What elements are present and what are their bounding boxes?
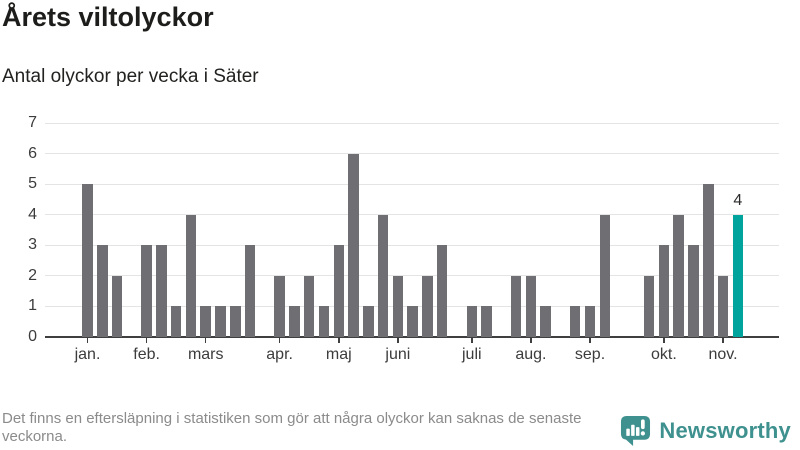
bar-week: [407, 306, 418, 337]
bar-week: [97, 245, 108, 337]
x-axis-month-label: apr.: [266, 346, 293, 363]
bar-week: [540, 306, 551, 337]
bar-week: [170, 306, 182, 337]
chart-subtitle: Antal olyckor per vecka i Säter: [2, 66, 259, 87]
bar-week: [422, 275, 433, 337]
x-axis-tick: [589, 338, 591, 343]
bar-week: [111, 275, 123, 337]
page-title: Årets viltolyckor: [2, 2, 214, 32]
bar-week: [658, 245, 670, 337]
bar-week: [599, 214, 611, 337]
gridline: [45, 214, 779, 216]
x-axis-month-label: sep.: [574, 346, 606, 363]
bar-week: [141, 245, 152, 337]
bar-week: [569, 306, 581, 337]
x-axis-month-label: nov.: [708, 346, 738, 363]
x-axis-tick: [278, 338, 281, 343]
gridline: [45, 244, 779, 246]
bar-week: [274, 275, 285, 337]
x-axis-month-label: juni: [385, 346, 411, 363]
x-axis-month-label: aug.: [515, 346, 547, 363]
x-axis-tick: [204, 338, 207, 343]
bar-week: [156, 245, 167, 337]
y-axis-label: 4: [28, 205, 37, 223]
bar-week: [215, 306, 226, 337]
bar-week: [303, 275, 315, 337]
last-value-label: 4: [733, 191, 743, 209]
x-axis-tick: [338, 338, 340, 343]
x-axis-tick: [722, 338, 724, 343]
bar-week: [200, 306, 211, 337]
bar-week: [436, 245, 448, 337]
x-axis-tick: [86, 338, 89, 343]
bar-week: [510, 275, 522, 337]
bar-week: [392, 275, 404, 337]
bar-week: [703, 184, 714, 337]
y-axis-label: 3: [28, 236, 37, 254]
bar-week: [318, 306, 330, 337]
newsworthy-logo: Newsworthy: [620, 414, 791, 447]
x-axis-month-label: maj: [325, 346, 352, 363]
x-axis-tick: [663, 338, 665, 343]
bar-week: [584, 306, 596, 337]
x-axis-line: [45, 336, 779, 338]
x-axis-month-label: jan.: [74, 346, 101, 363]
x-axis-tick: [145, 338, 148, 343]
y-axis-label: 1: [28, 297, 37, 315]
gridline: [45, 153, 779, 155]
x-axis-month-label: feb.: [133, 346, 160, 363]
disclaimer-text: Det finns en eftersläpning i statistiken…: [2, 410, 582, 445]
gridline: [45, 275, 779, 277]
newsworthy-wordmark: Newsworthy: [659, 417, 791, 443]
bar-week: [466, 306, 478, 337]
bar-week: [525, 275, 537, 337]
bar-chart: 0 1 2 3 4 5 6 7 jan. feb. mars apr. maj juni juli aug. s…: [28, 114, 779, 363]
y-axis-label: 2: [28, 266, 37, 284]
bar-week: [643, 275, 655, 337]
bar-week: [673, 214, 684, 337]
x-axis-tick: [471, 338, 473, 343]
y-axis-label: 6: [28, 144, 37, 162]
newsworthy-speech-bubble-chart-icon: [621, 415, 651, 446]
bar-week: [230, 306, 241, 337]
bar-week: [244, 245, 256, 337]
bar-week: [481, 306, 492, 337]
bar-week: [348, 153, 359, 337]
x-axis-month-label: okt.: [651, 346, 677, 363]
x-axis-tick: [397, 338, 399, 343]
x-axis-tick: [530, 338, 532, 343]
x-axis-month-label: mars: [187, 346, 224, 363]
gridline: [45, 122, 779, 124]
bar-week: [717, 275, 729, 337]
x-axis-month-label: juli: [461, 346, 482, 363]
y-axis-label: 0: [28, 328, 37, 345]
y-axis-label: 7: [28, 114, 37, 131]
bar-week: [289, 306, 300, 337]
gridline: [45, 183, 779, 185]
bar-week: [688, 245, 699, 337]
y-axis-label: 5: [28, 175, 37, 193]
bar-week: [185, 214, 197, 337]
bar-week: [82, 184, 93, 337]
bar-week: [732, 214, 744, 337]
bar-week: [333, 245, 344, 337]
bar-week: [363, 306, 374, 337]
bar-week: [377, 214, 389, 337]
